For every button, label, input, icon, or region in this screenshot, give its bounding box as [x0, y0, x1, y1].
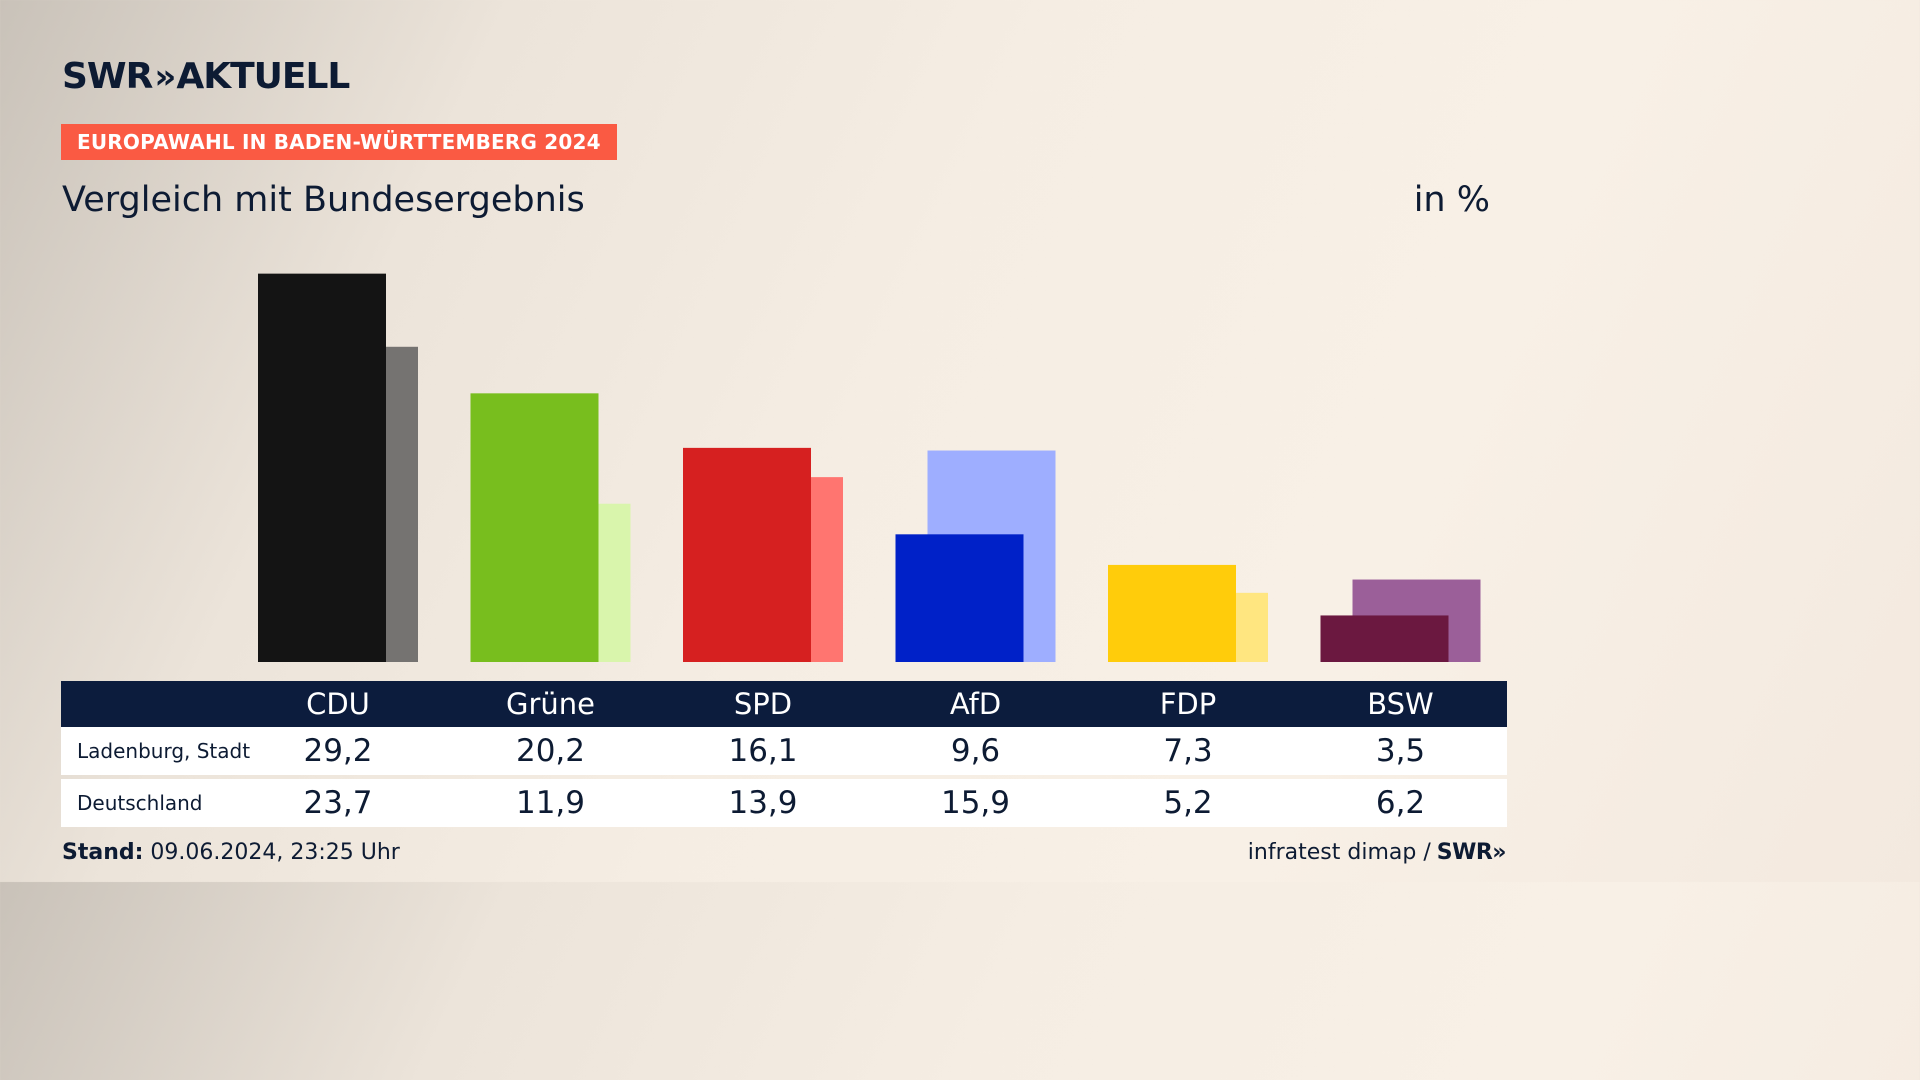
stand-value: 09.06.2024, 23:25 Uhr: [150, 840, 400, 865]
value-fdp-local: 7,3: [1163, 733, 1213, 769]
logo-swr: SWR: [62, 56, 153, 97]
row-label-local: Ladenburg, Stadt: [77, 739, 251, 763]
results-table: CDU Grüne SPD AfD FDP BSW Ladenburg, Stadt 29…: [61, 681, 1507, 827]
row-label-national: Deutschland: [77, 791, 203, 815]
bar-chart: [258, 273, 1481, 662]
bar-fdp-local: [1108, 564, 1236, 662]
bar-cdu-local: [258, 273, 386, 662]
table-row-national: Deutschland 23,7 11,9 13,9 15,9 5,2 6,2: [61, 779, 1507, 827]
party-label-cdu: CDU: [306, 687, 370, 721]
value-bsw-local: 3,5: [1375, 733, 1426, 769]
value-grüne-deutschland: 11,9: [515, 785, 586, 821]
table-row-local: Ladenburg, Stadt 29,2 20,2 16,1 9,6 7,3 3,5: [61, 727, 1507, 775]
source-text: infratest dimap /: [1247, 840, 1431, 865]
value-spd-local: 16,1: [728, 733, 798, 769]
unit-label: in %: [1413, 180, 1490, 220]
bar-spd-local: [683, 447, 811, 662]
party-label-grüne: Grüne: [506, 687, 595, 721]
bar-grüne-local: [470, 393, 599, 662]
party-label-bsw: BSW: [1367, 687, 1434, 721]
source-credit: infratest dimap / SWR»: [1247, 840, 1507, 865]
party-label-spd: SPD: [733, 687, 793, 721]
value-cdu-deutschland: 23,7: [303, 785, 373, 821]
bar-bsw-local: [1320, 615, 1449, 662]
chart-subtitle: Vergleich mit Bundesergebnis: [62, 180, 585, 220]
value-bsw-deutschland: 6,2: [1375, 785, 1426, 821]
party-label-fdp: FDP: [1159, 687, 1217, 721]
timestamp: Stand: 09.06.2024, 23:25 Uhr: [62, 840, 400, 865]
stand-label: Stand:: [62, 840, 144, 865]
value-fdp-deutschland: 5,2: [1163, 785, 1213, 821]
swr-small-logo: SWR»: [1436, 840, 1507, 865]
value-afd-local: 9,6: [950, 733, 1001, 769]
logo-aktuell: AKTUELL: [176, 56, 350, 97]
election-badge: EUROPAWAHL IN BADEN-WÜRTTEMBERG 2024: [61, 124, 617, 160]
value-grüne-local: 20,2: [515, 733, 586, 769]
swr-aktuell-logo: SWR » AKTUELL: [62, 56, 350, 97]
value-spd-deutschland: 13,9: [728, 785, 798, 821]
table-header: CDU Grüne SPD AfD FDP BSW: [61, 681, 1507, 727]
value-afd-deutschland: 15,9: [940, 785, 1011, 821]
party-label-afd: AfD: [949, 687, 1002, 721]
value-cdu-local: 29,2: [303, 733, 373, 769]
bar-afd-local: [895, 534, 1024, 662]
